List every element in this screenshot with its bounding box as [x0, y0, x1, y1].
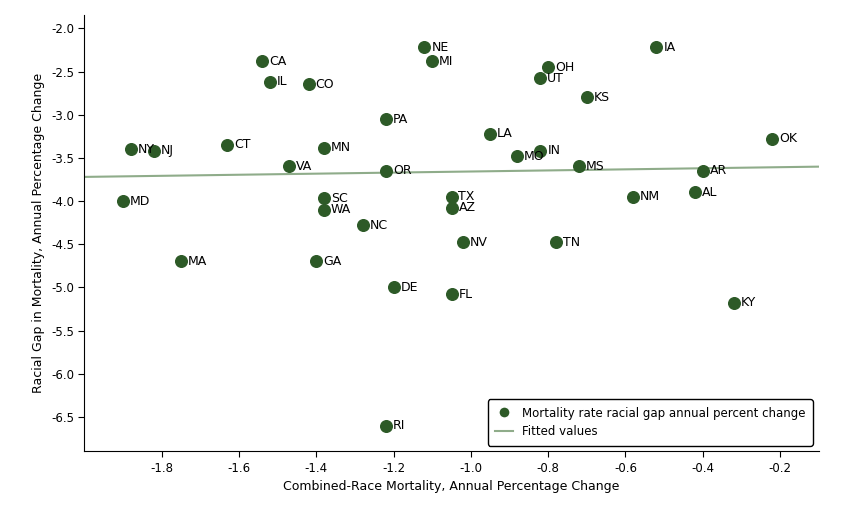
Text: DE: DE [401, 281, 418, 294]
Text: TN: TN [563, 236, 580, 249]
Point [174, 258, 187, 266]
Text: IL: IL [277, 75, 288, 88]
Text: MA: MA [188, 255, 208, 268]
Point [425, 57, 439, 65]
Point [688, 188, 701, 196]
Point [541, 63, 555, 71]
Text: IA: IA [663, 41, 675, 54]
Point [124, 145, 138, 153]
Text: SC: SC [331, 192, 348, 205]
Point [256, 57, 269, 65]
Point [580, 93, 593, 102]
Point [263, 78, 277, 86]
Text: UT: UT [548, 72, 565, 85]
Y-axis label: Racial Gap in Mortality, Annual Percentage Change: Racial Gap in Mortality, Annual Percenta… [32, 73, 46, 393]
Text: WA: WA [331, 203, 351, 216]
Text: CA: CA [269, 55, 286, 68]
Point [533, 74, 547, 83]
Point [283, 163, 296, 171]
Text: OR: OR [392, 164, 411, 177]
Text: LA: LA [497, 127, 513, 140]
Text: MO: MO [524, 150, 545, 163]
Text: AL: AL [702, 186, 717, 199]
Text: KS: KS [593, 91, 610, 104]
Point [533, 147, 547, 155]
Point [147, 147, 160, 155]
Text: FL: FL [458, 288, 473, 301]
Point [511, 152, 524, 160]
Point [317, 206, 331, 214]
Point [387, 283, 400, 291]
Point [696, 167, 710, 175]
Text: MI: MI [439, 55, 453, 68]
Point [727, 299, 740, 307]
Point [310, 258, 323, 266]
Point [317, 144, 331, 152]
Text: CO: CO [316, 78, 334, 91]
Text: NY: NY [138, 143, 154, 156]
Text: VA: VA [296, 160, 312, 173]
Point [445, 192, 458, 201]
Text: AZ: AZ [458, 202, 475, 214]
Text: NM: NM [640, 190, 660, 203]
Point [572, 163, 586, 171]
Text: RI: RI [392, 419, 405, 432]
Point [445, 290, 458, 299]
Text: NE: NE [431, 41, 449, 54]
Text: NJ: NJ [161, 145, 174, 157]
Text: NC: NC [370, 219, 387, 232]
Point [379, 115, 392, 123]
Text: OK: OK [779, 132, 798, 145]
Text: AR: AR [710, 164, 727, 177]
Point [379, 422, 392, 430]
Point [356, 221, 370, 229]
Point [302, 81, 316, 89]
Point [379, 167, 392, 175]
Point [220, 141, 234, 149]
Point [116, 197, 130, 205]
Text: IN: IN [548, 145, 560, 157]
Point [418, 43, 431, 51]
Point [766, 135, 779, 143]
Text: MD: MD [130, 194, 150, 208]
Point [317, 194, 331, 203]
Point [457, 239, 470, 247]
Text: KY: KY [740, 297, 756, 309]
Text: MS: MS [586, 160, 605, 173]
Point [549, 239, 563, 247]
Point [650, 43, 663, 51]
X-axis label: Combined-Race Mortality, Annual Percentage Change: Combined-Race Mortality, Annual Percenta… [284, 480, 619, 494]
Point [626, 192, 640, 201]
Point [445, 204, 458, 212]
Point [484, 130, 497, 138]
Text: CT: CT [235, 139, 251, 151]
Text: TX: TX [458, 190, 475, 203]
Text: GA: GA [323, 255, 342, 268]
Text: PA: PA [392, 112, 408, 126]
Text: MN: MN [331, 141, 351, 154]
Legend: Mortality rate racial gap annual percent change, Fitted values: Mortality rate racial gap annual percent… [488, 400, 813, 445]
Text: OH: OH [555, 61, 575, 74]
Text: NV: NV [470, 236, 488, 249]
